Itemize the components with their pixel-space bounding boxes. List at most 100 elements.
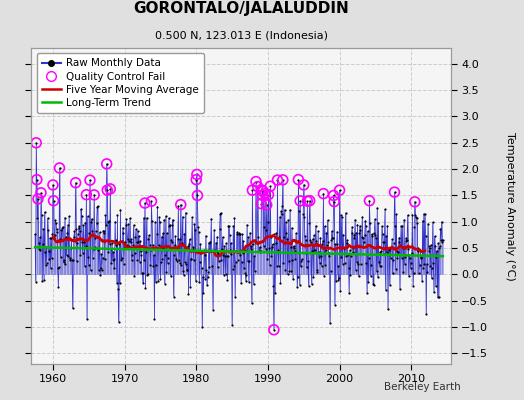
Point	[404, 246, 412, 252]
Point	[145, 232, 154, 238]
Point	[43, 215, 52, 222]
Point	[155, 214, 163, 220]
Point	[174, 203, 182, 209]
Point	[429, 259, 438, 266]
Point	[71, 180, 80, 186]
Point	[421, 211, 429, 217]
Point	[132, 226, 140, 232]
Point	[391, 223, 399, 229]
Point	[70, 233, 78, 240]
Point	[180, 272, 188, 278]
Point	[115, 241, 124, 247]
Point	[385, 247, 394, 253]
Point	[206, 248, 215, 254]
Point	[124, 221, 133, 228]
Point	[188, 214, 196, 221]
Point	[147, 247, 155, 253]
Point	[326, 268, 335, 274]
Point	[396, 286, 404, 292]
Point	[278, 203, 287, 210]
Point	[408, 211, 417, 218]
Point	[203, 274, 212, 280]
Point	[67, 237, 75, 243]
Point	[411, 199, 419, 205]
Point	[157, 234, 166, 240]
Point	[190, 257, 198, 264]
Point	[373, 268, 381, 275]
Point	[311, 247, 319, 254]
Point	[42, 244, 50, 250]
Point	[302, 250, 310, 257]
Point	[51, 217, 60, 224]
Point	[178, 214, 187, 220]
Point	[302, 264, 311, 270]
Point	[78, 213, 86, 220]
Point	[293, 284, 301, 290]
Point	[301, 233, 309, 239]
Point	[193, 171, 201, 178]
Point	[279, 177, 287, 183]
Point	[151, 279, 160, 286]
Point	[431, 242, 439, 249]
Point	[135, 259, 144, 265]
Point	[275, 234, 283, 240]
Point	[176, 260, 184, 267]
Point	[362, 260, 370, 266]
Point	[224, 252, 232, 259]
Point	[270, 231, 279, 237]
Point	[96, 264, 105, 271]
Point	[66, 257, 74, 263]
Point	[113, 279, 121, 286]
Point	[162, 269, 171, 275]
Point	[398, 254, 406, 261]
Point	[269, 283, 278, 290]
Point	[114, 285, 122, 292]
Point	[330, 198, 339, 205]
Point	[223, 276, 232, 283]
Point	[304, 258, 312, 264]
Point	[138, 270, 147, 276]
Point	[144, 270, 152, 277]
Point	[369, 282, 378, 288]
Point	[141, 285, 150, 292]
Point	[165, 215, 173, 222]
Point	[74, 231, 82, 238]
Point	[173, 244, 181, 251]
Point	[46, 265, 54, 272]
Point	[340, 245, 348, 251]
Point	[307, 239, 315, 246]
Point	[381, 206, 389, 212]
Point	[140, 257, 148, 263]
Point	[237, 259, 246, 266]
Point	[390, 240, 398, 246]
Point	[254, 234, 263, 240]
Point	[410, 224, 418, 230]
Point	[99, 255, 107, 261]
Point	[122, 216, 130, 223]
Point	[294, 176, 302, 183]
Point	[434, 240, 442, 247]
Point	[261, 190, 269, 197]
Point	[281, 267, 289, 273]
Point	[198, 264, 206, 271]
Point	[335, 187, 344, 194]
Point	[215, 226, 224, 232]
Point	[345, 290, 353, 296]
Text: Berkeley Earth: Berkeley Earth	[385, 382, 461, 392]
Point	[250, 253, 258, 259]
Point	[408, 249, 416, 256]
Point	[221, 252, 229, 259]
Point	[281, 219, 290, 225]
Point	[105, 218, 113, 224]
Point	[31, 231, 39, 238]
Point	[432, 283, 440, 290]
Point	[386, 282, 394, 288]
Point	[146, 261, 155, 268]
Point	[49, 198, 58, 204]
Point	[48, 230, 57, 237]
Point	[344, 264, 353, 271]
Point	[383, 222, 391, 229]
Point	[366, 273, 375, 279]
Point	[133, 239, 141, 246]
Point	[332, 241, 341, 247]
